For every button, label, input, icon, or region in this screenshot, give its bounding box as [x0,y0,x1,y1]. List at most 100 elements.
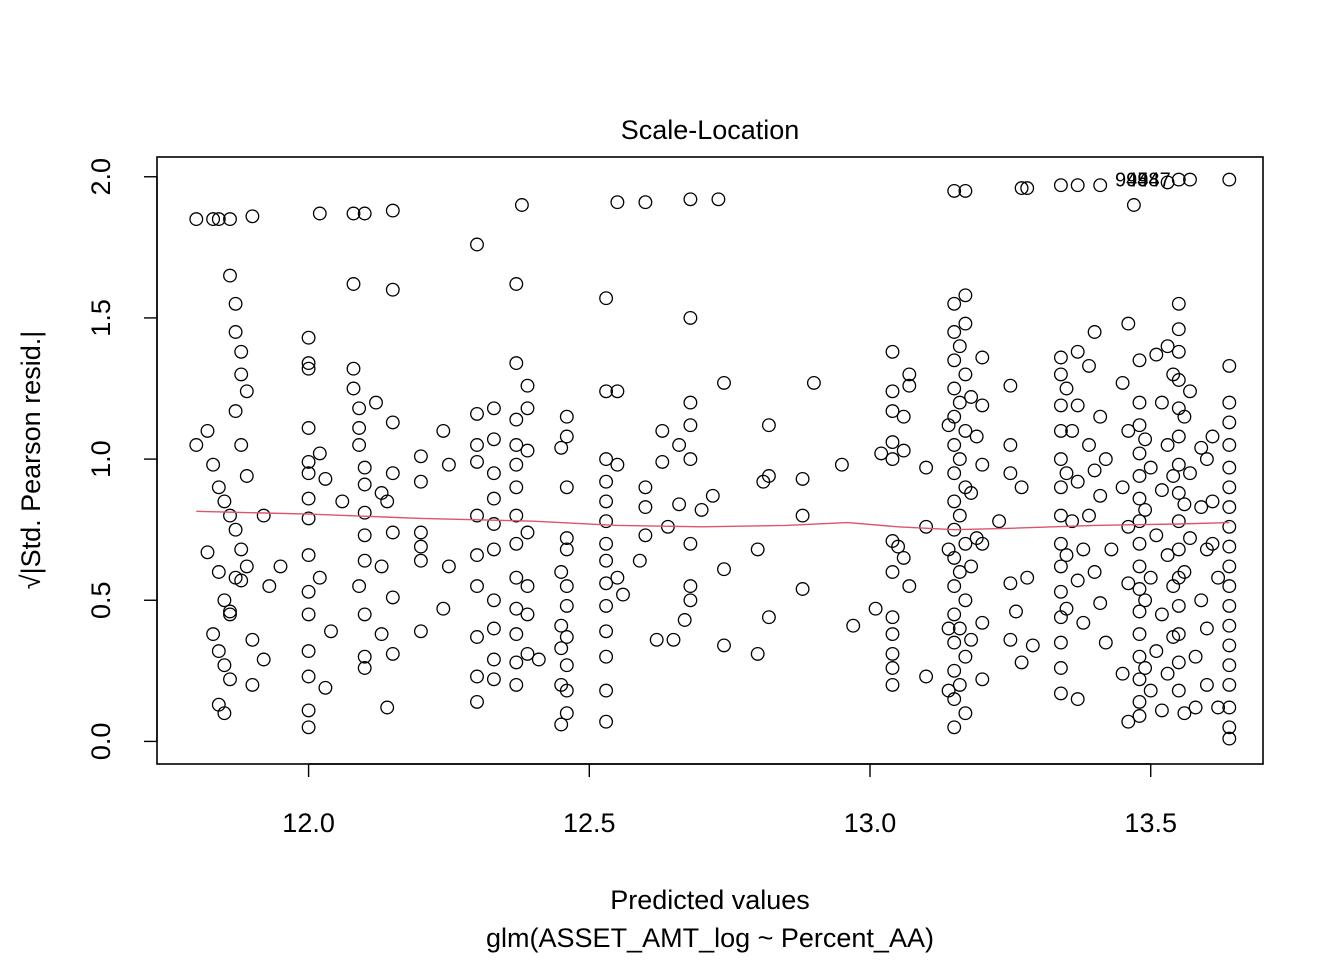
data-point [1070,474,1085,489]
data-point [217,706,232,721]
data-point [357,460,372,475]
data-point [554,440,569,455]
data-point [486,401,501,416]
data-point [223,212,237,227]
data-point [239,469,254,483]
data-point [1171,429,1186,444]
data-point [223,607,237,622]
data-point [1065,423,1080,438]
data-point [413,474,428,489]
data-point [885,627,900,642]
data-point [262,579,277,594]
point-label: 945 [1115,170,1148,192]
data-point [1183,384,1197,399]
data-point [1143,460,1158,475]
data-point [952,677,967,692]
y-tick-label: 2.0 [86,158,116,196]
data-point [975,672,990,687]
data-point [1076,615,1091,630]
data-point [1183,466,1197,481]
data-point [1154,483,1169,498]
data-point [1053,480,1068,495]
data-point [1132,395,1147,410]
data-point [711,192,726,207]
data-point [1222,598,1237,613]
data-point [223,604,237,619]
data-point [312,206,327,221]
data-point [520,525,535,540]
data-point [1020,570,1035,585]
data-point [1171,373,1186,387]
data-point [1087,325,1102,339]
data-point [947,325,962,339]
data-point [1194,440,1209,455]
data-point [436,423,451,438]
data-point [947,296,962,311]
data-point [941,683,956,698]
data-point [1194,593,1209,608]
data-point [975,615,990,630]
data-point [1222,500,1237,515]
data-point [1166,469,1181,483]
data-point [318,680,333,695]
data-point [1115,666,1130,681]
data-point [554,717,569,732]
data-point [885,677,900,692]
data-point [1199,542,1214,557]
data-point [559,683,574,698]
data-point [958,593,973,608]
data-point [217,593,232,608]
y-axis: 0.0 0.5 1.0 1.5 2.0 [86,158,158,760]
data-point [1222,358,1237,373]
data-point [470,438,484,452]
data-point [891,539,906,554]
data-point [1132,604,1147,619]
data-point [380,494,395,509]
data-point [1126,198,1141,212]
data-point [599,553,614,568]
data-point [509,356,524,371]
data-point [958,316,973,331]
point-label: 948 [1126,170,1159,192]
data-point [750,542,765,557]
data-point [385,282,400,297]
data-point [885,452,900,467]
data-point [1059,466,1074,481]
data-point [1053,559,1068,574]
data-point [301,607,316,622]
data-point [1121,423,1136,438]
data-point [486,466,501,481]
data-point [958,706,973,721]
data-point [610,384,625,399]
data-point [413,624,428,639]
data-point [413,553,428,568]
y-tick-label: 0.5 [86,581,116,619]
data-point [761,610,776,625]
data-point [559,579,574,594]
data-point [1160,666,1175,681]
data-point [520,607,535,622]
data-point [509,570,524,585]
data-point [1014,655,1029,670]
data-point [486,491,501,506]
data-point [1132,418,1147,433]
data-point [301,548,316,563]
data-point [211,644,226,659]
data-point [1188,649,1203,664]
data-point [1160,175,1175,190]
data-point [1003,438,1018,452]
data-point [896,409,911,424]
data-point [1087,565,1102,579]
data-point [610,570,625,585]
data-point [599,514,614,529]
data-point [1115,375,1130,390]
data-point [896,550,911,565]
data-point [1053,584,1068,599]
data-point [385,466,400,481]
data-point [486,672,501,687]
data-point [509,412,524,427]
data-point [357,477,372,492]
data-point [1222,658,1237,673]
data-point [1082,438,1096,452]
x-axis-sublabel: glm(ASSET_AMT_log ~ Percent_AA) [486,923,934,953]
